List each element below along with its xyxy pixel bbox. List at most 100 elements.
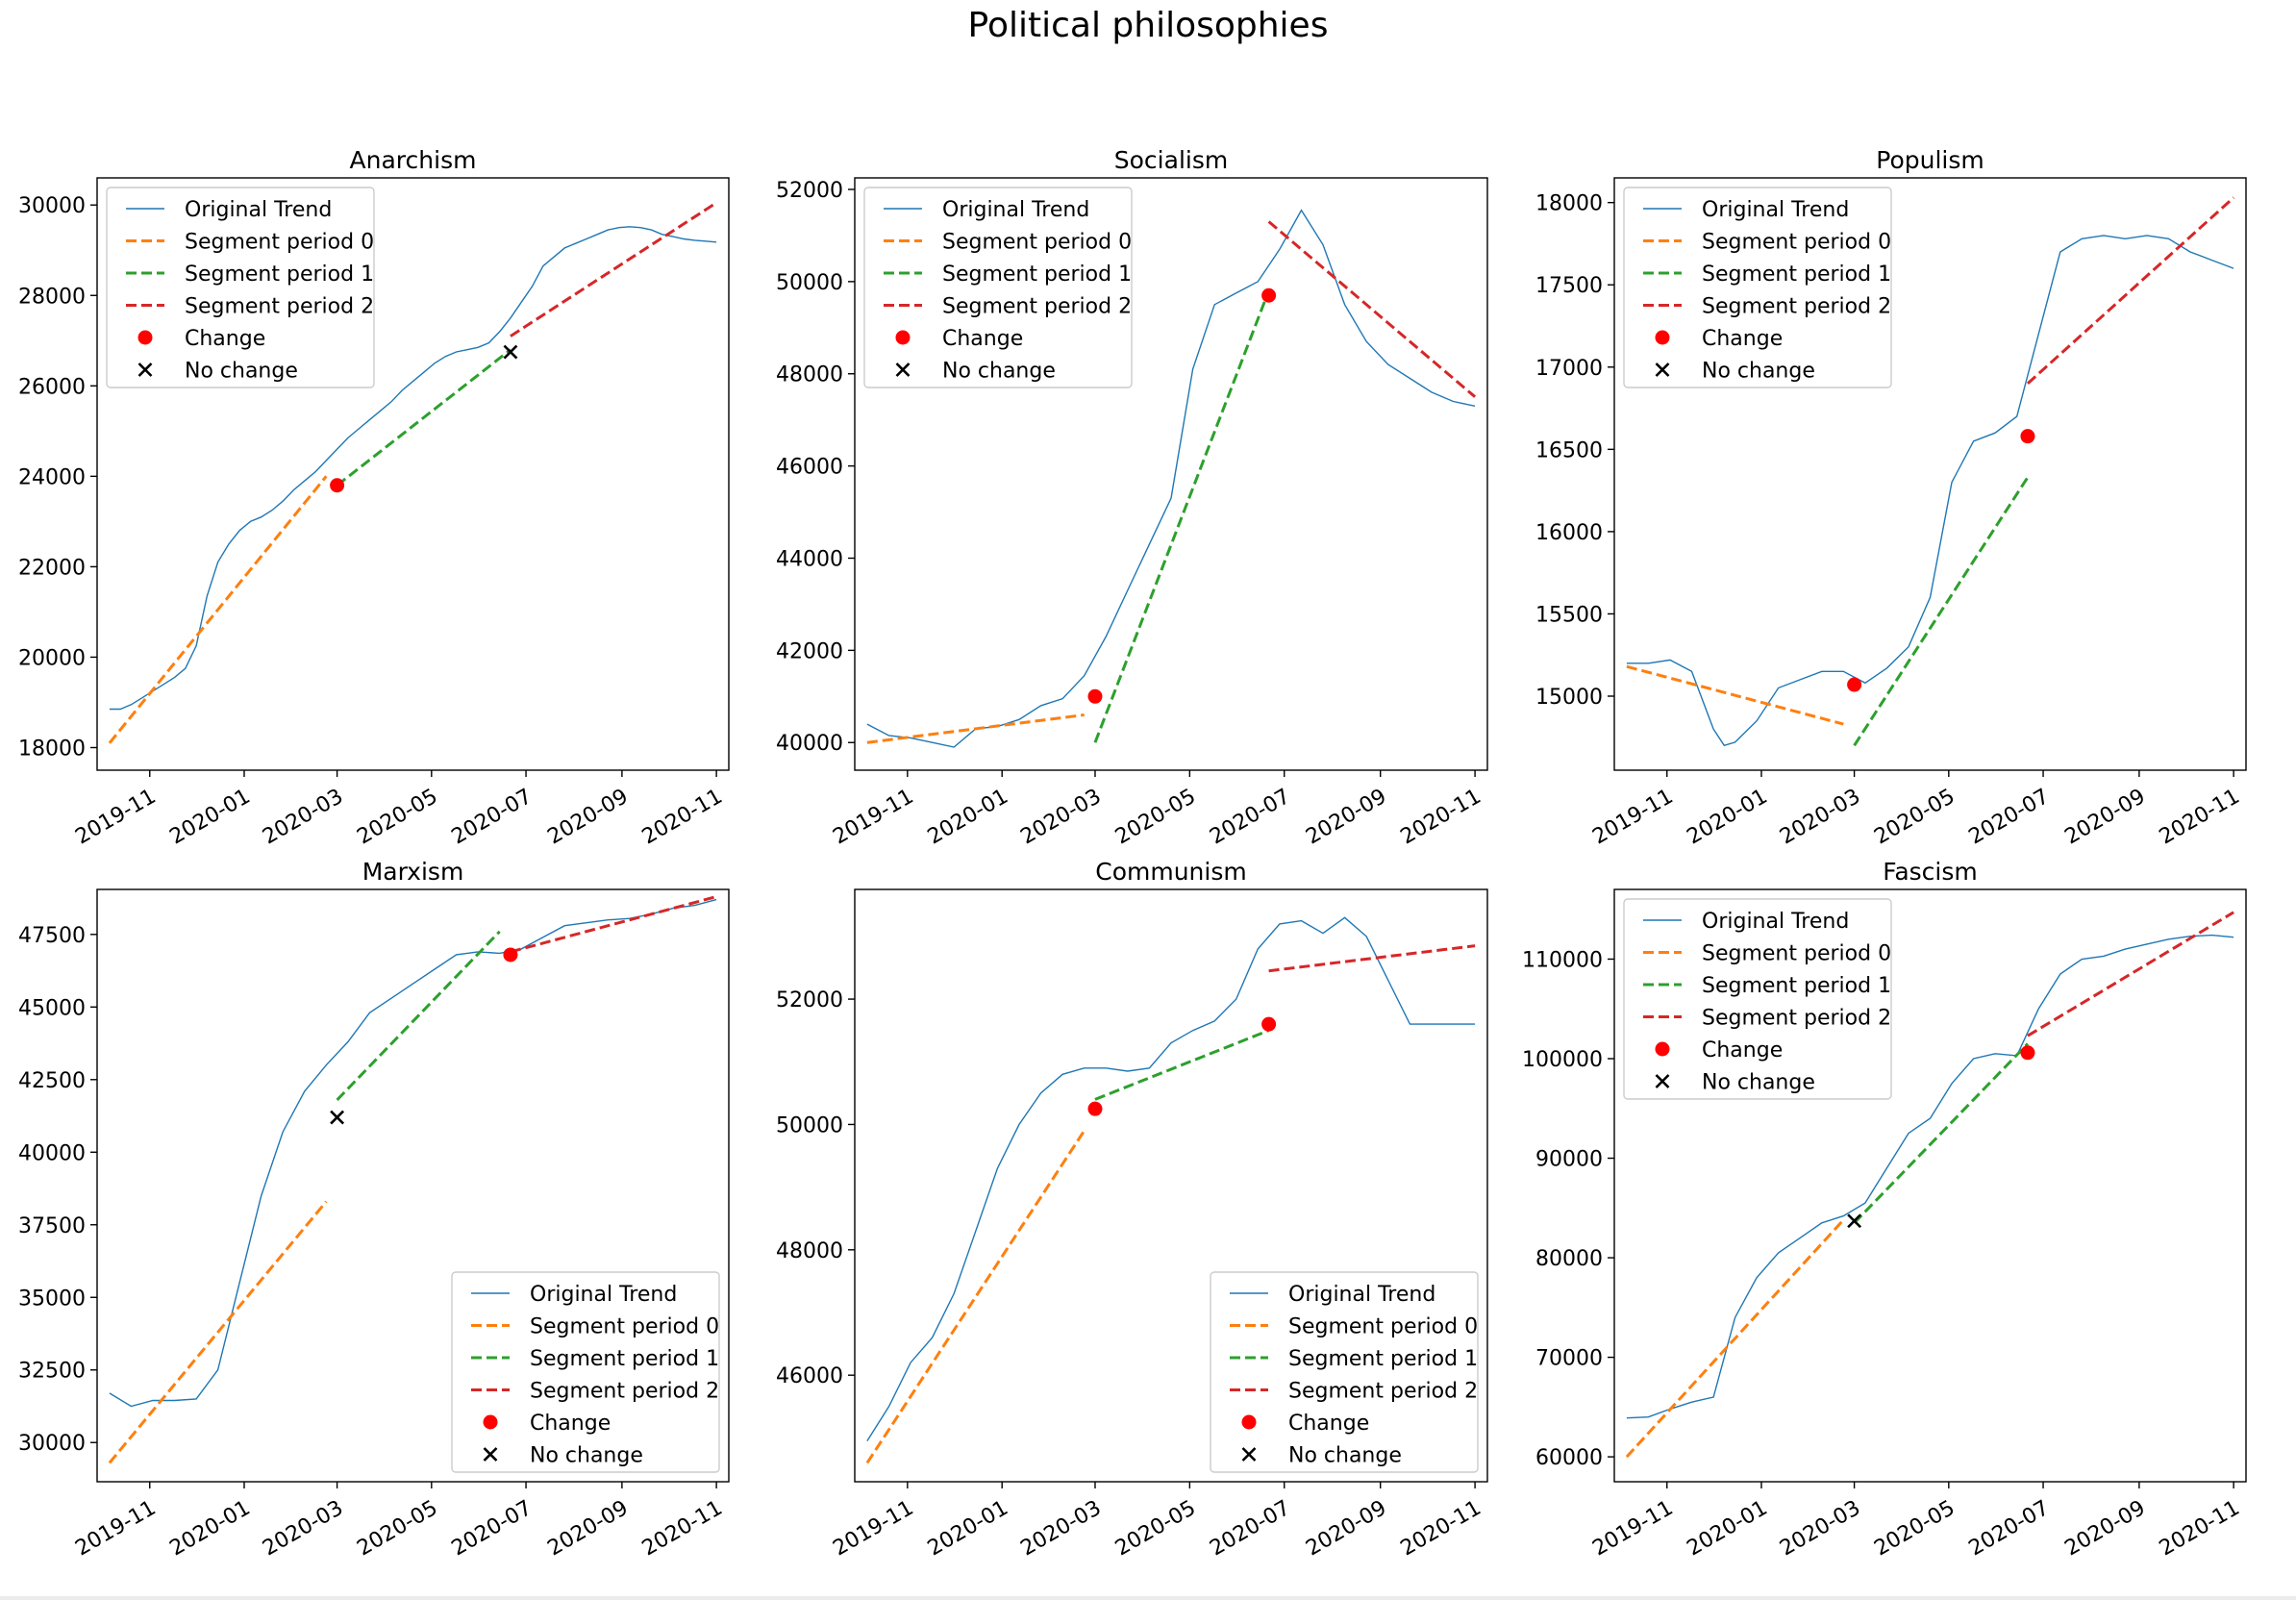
change-point-marker <box>2020 1045 2035 1061</box>
y-tick-label: 100000 <box>1522 1048 1603 1072</box>
plot-area <box>1626 196 2235 747</box>
x-tick-label: 2020-03 <box>1017 1496 1106 1562</box>
legend-label-seg1: Segment period 1 <box>1702 262 1891 287</box>
change-point-marker <box>1261 1016 1277 1032</box>
y-tick-label: 30000 <box>18 1432 86 1456</box>
y-tick-label: 18000 <box>18 737 86 761</box>
legend-swatch-change <box>1241 1414 1257 1430</box>
y-tick-label: 46000 <box>776 456 843 480</box>
x-tick-label: 2020-11 <box>2156 1496 2244 1562</box>
legend-label-seg1: Segment period 1 <box>185 262 374 287</box>
y-tick-label: 48000 <box>776 1239 843 1263</box>
x-tick-label: 2020-05 <box>1870 1496 1959 1562</box>
segment-line-seg0 <box>1625 1218 1845 1459</box>
legend-swatch-nochange <box>137 362 153 377</box>
x-tick-label: 2020-09 <box>1302 1496 1390 1562</box>
legend: Original Trend Segment period 0 Segment pe… <box>106 187 375 388</box>
y-tick-label: 46000 <box>776 1364 843 1388</box>
x-tick-label: 2020-05 <box>1111 1496 1200 1562</box>
segment-line-seg2 <box>510 895 717 954</box>
legend-label-seg2: Segment period 2 <box>1702 295 1891 319</box>
legend-label-seg1: Segment period 1 <box>942 262 1132 287</box>
legend: Original Trend Segment period 0 Segment pe… <box>1623 187 1892 388</box>
figure-title: Political philosophies <box>968 6 1329 45</box>
y-tick-label: 16000 <box>1535 521 1603 545</box>
x-tick-label: 2020-07 <box>448 1496 537 1562</box>
legend: Original Trend Segment period 0 Segment pe… <box>1623 898 1892 1100</box>
y-tick-label: 26000 <box>18 375 86 399</box>
x-tick-label: 2019-11 <box>71 785 160 850</box>
original-trend-line <box>866 916 1476 1441</box>
segment-line-seg1 <box>1853 476 2030 747</box>
y-tick-label: 48000 <box>776 363 843 388</box>
legend: Original Trend Segment period 0 Segment pe… <box>451 1271 720 1473</box>
x-tick-label: 2020-05 <box>1870 785 1959 850</box>
legend-label-seg0: Segment period 0 <box>1702 942 1891 966</box>
legend-label-nochange: No change <box>185 360 298 384</box>
axes-frame <box>1613 177 2247 771</box>
original-trend-line <box>109 898 717 1408</box>
plot-area <box>1625 911 2234 1459</box>
y-tick-label: 24000 <box>18 465 86 489</box>
segment-line-seg2 <box>1268 944 1476 973</box>
y-tick-label: 15000 <box>1535 686 1603 710</box>
x-tick-label: 2020-01 <box>166 1496 255 1562</box>
legend-label-change: Change <box>942 327 1023 351</box>
y-tick-label: 30000 <box>18 194 86 218</box>
original-trend-line <box>1626 934 2234 1419</box>
x-tick-label: 2020-01 <box>1684 1496 1772 1562</box>
change-point-marker <box>1261 288 1277 303</box>
legend-swatch-change <box>895 330 911 345</box>
window-bottom-edge <box>0 1596 2296 1600</box>
legend-label-seg2: Segment period 2 <box>1702 1007 1891 1031</box>
legend-swatch-change <box>483 1414 498 1430</box>
no-change-marker <box>330 1110 345 1125</box>
x-tick-label: 2020-07 <box>1206 785 1294 850</box>
change-point-marker <box>1087 1101 1103 1116</box>
x-tick-label: 2019-11 <box>71 1496 160 1562</box>
subplot-marxism: Marxism 30000 32500 35000 37500 40000 42500 450… <box>18 858 730 1562</box>
y-tick-label: 20000 <box>18 646 86 670</box>
x-tick-label: 2020-03 <box>1776 1496 1864 1562</box>
segment-line-seg0 <box>108 475 328 744</box>
plot-area <box>108 201 717 744</box>
y-tick-label: 60000 <box>1535 1446 1603 1470</box>
legend-label-seg0: Segment period 0 <box>1702 231 1891 255</box>
subplot-anarchism: Anarchism 18000 20000 22000 24000 26000 28000 3… <box>18 146 730 850</box>
plot-area <box>865 916 1476 1464</box>
legend-box <box>106 187 375 388</box>
y-tick-label: 16500 <box>1535 438 1603 462</box>
subplot-populism: Populism 15000 15500 16000 16500 17000 17500 18… <box>1535 146 2247 850</box>
y-tick-label: 44000 <box>776 547 843 571</box>
y-tick-label: 45000 <box>18 996 86 1020</box>
subplot-fascism: Fascism 60000 70000 80000 90000 100000 110000 2… <box>1522 858 2247 1562</box>
x-tick-label: 2020-07 <box>448 785 537 850</box>
legend-label-original: Original Trend <box>1288 1283 1435 1307</box>
y-tick-label: 42000 <box>776 639 843 663</box>
y-tick-label: 70000 <box>1535 1347 1603 1371</box>
y-tick-label: 17500 <box>1535 274 1603 298</box>
legend-label-seg0: Segment period 0 <box>185 231 374 255</box>
no-change-marker <box>1847 1213 1862 1229</box>
x-tick-label: 2020-01 <box>924 1496 1012 1562</box>
legend-label-change: Change <box>1288 1412 1369 1436</box>
x-tick-label: 2020-07 <box>1965 1496 2054 1562</box>
y-tick-label: 32500 <box>18 1360 86 1384</box>
segment-line-seg0 <box>108 1200 328 1464</box>
original-trend-line <box>109 226 717 711</box>
x-tick-label: 2020-07 <box>1206 1496 1294 1562</box>
segment-line-seg1 <box>336 348 512 487</box>
plot-area <box>866 209 1477 748</box>
y-tick-label: 50000 <box>776 271 843 295</box>
x-tick-label: 2020-11 <box>638 785 727 850</box>
change-point-marker <box>1847 677 1862 692</box>
segment-line-seg2 <box>2027 911 2234 1038</box>
y-tick-label: 35000 <box>18 1287 86 1311</box>
segment-line-seg2 <box>510 201 717 338</box>
x-tick-label: 2020-03 <box>259 785 347 850</box>
x-tick-label: 2020-01 <box>924 785 1012 850</box>
legend-label-seg2: Segment period 2 <box>1288 1380 1478 1404</box>
subplot-title: Populism <box>1876 146 1984 174</box>
legend-label-nochange: No change <box>530 1444 643 1468</box>
